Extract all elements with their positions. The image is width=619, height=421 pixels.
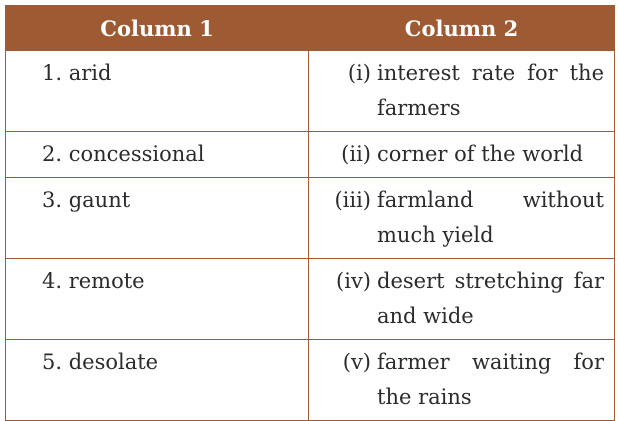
item-cell: 5. desolate — [5, 339, 309, 421]
meaning-marker: (v) — [342, 350, 371, 374]
table-row: 5. desolate (v) farmer waiting for the rai… — [5, 339, 615, 421]
header-row: Column 1 Column 2 — [5, 5, 615, 51]
table-row: 3. gaunt (iii) farmland without much yield — [5, 177, 615, 259]
item-cell: 2. concessional — [5, 131, 309, 178]
header-cell: Column 2 — [308, 5, 615, 51]
meaning-text: corner of the world — [377, 142, 584, 166]
table-row: 1. arid (i) interest rate for the farmers — [5, 50, 615, 132]
meaning: (iv) desert stretching far and wide — [309, 264, 614, 334]
meaning-text: farmer waiting for the rains — [377, 350, 604, 409]
header-cell: Column 1 — [5, 5, 309, 51]
meaning-cell: (v) farmer waiting for the rains — [308, 339, 615, 421]
meaning-text: desert stretching far and wide — [377, 269, 604, 328]
meaning: (i) interest rate for the farmers — [309, 56, 614, 126]
table-row: 4. remote (iv) desert stretching far and w… — [5, 258, 615, 340]
table-body: 1. arid (i) interest rate for the farmers 2… — [5, 50, 615, 421]
table-row: 2. concessional (ii) corner of the world — [5, 131, 615, 178]
item-cell: 3. gaunt — [5, 177, 309, 259]
item-cell: 4. remote — [5, 258, 309, 340]
meaning-text: farmland without much yield — [377, 188, 604, 247]
meaning: (iii) farmland without much yield — [309, 183, 614, 253]
item-cell: 1. arid — [5, 50, 309, 132]
meaning-marker: (i) — [347, 61, 371, 85]
meaning-text: interest rate for the farmers — [377, 61, 604, 120]
meaning-cell: (iii) farmland without much yield — [308, 177, 615, 259]
meaning-cell: (ii) corner of the world — [308, 131, 615, 178]
meaning-cell: (i) interest rate for the farmers — [308, 50, 615, 132]
meaning-marker: (iii) — [334, 188, 371, 212]
meaning-marker: (ii) — [341, 142, 371, 166]
meaning: (v) farmer waiting for the rains — [309, 345, 614, 415]
match-table: Column 1 Column 2 1. arid (i) interest rat… — [5, 5, 615, 421]
meaning: (ii) corner of the world — [309, 137, 614, 172]
meaning-cell: (iv) desert stretching far and wide — [308, 258, 615, 340]
meaning-marker: (iv) — [336, 269, 371, 293]
